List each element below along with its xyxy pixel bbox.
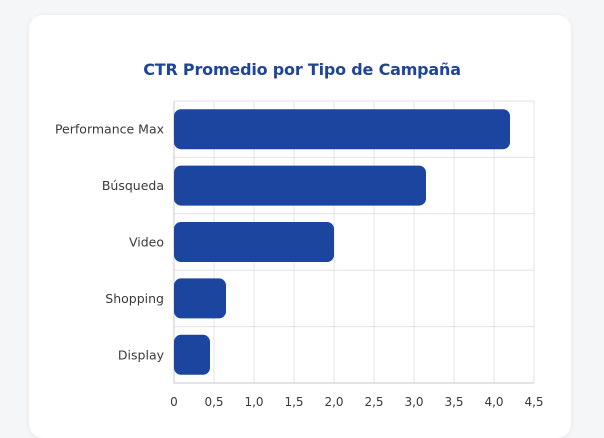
tick-label: 3,0: [404, 395, 423, 409]
bar: [174, 334, 210, 375]
category-label: Búsqueda: [102, 178, 164, 193]
tick-label: 1,0: [244, 395, 263, 409]
category-labels: Performance Max Búsqueda Video Shopping Disp…: [55, 122, 165, 363]
x-axis-tick-labels: 0 0,5 1,0 1,5 2,0 2,5 3,0 3,5 4,0 4,5: [170, 395, 543, 409]
tick-label: 0: [170, 395, 178, 409]
category-label: Display: [118, 347, 165, 362]
bar: [174, 222, 334, 262]
tick-label: 4,5: [524, 395, 543, 409]
category-label: Performance Max: [55, 122, 164, 137]
tick-label: 2,0: [324, 395, 343, 409]
tick-label: 1,5: [284, 395, 303, 409]
tick-label: 4,0: [484, 395, 503, 409]
tick-label: 0,5: [204, 395, 223, 409]
tick-label: 3,5: [444, 395, 463, 409]
chart-title: CTR Promedio por Tipo de Campaña: [143, 60, 461, 79]
bar: [174, 278, 226, 319]
category-label: Video: [129, 235, 164, 250]
bars: [174, 109, 510, 375]
category-label: Shopping: [105, 291, 164, 306]
tick-label: 2,5: [364, 395, 383, 409]
bar: [174, 109, 510, 150]
bar: [174, 165, 426, 206]
